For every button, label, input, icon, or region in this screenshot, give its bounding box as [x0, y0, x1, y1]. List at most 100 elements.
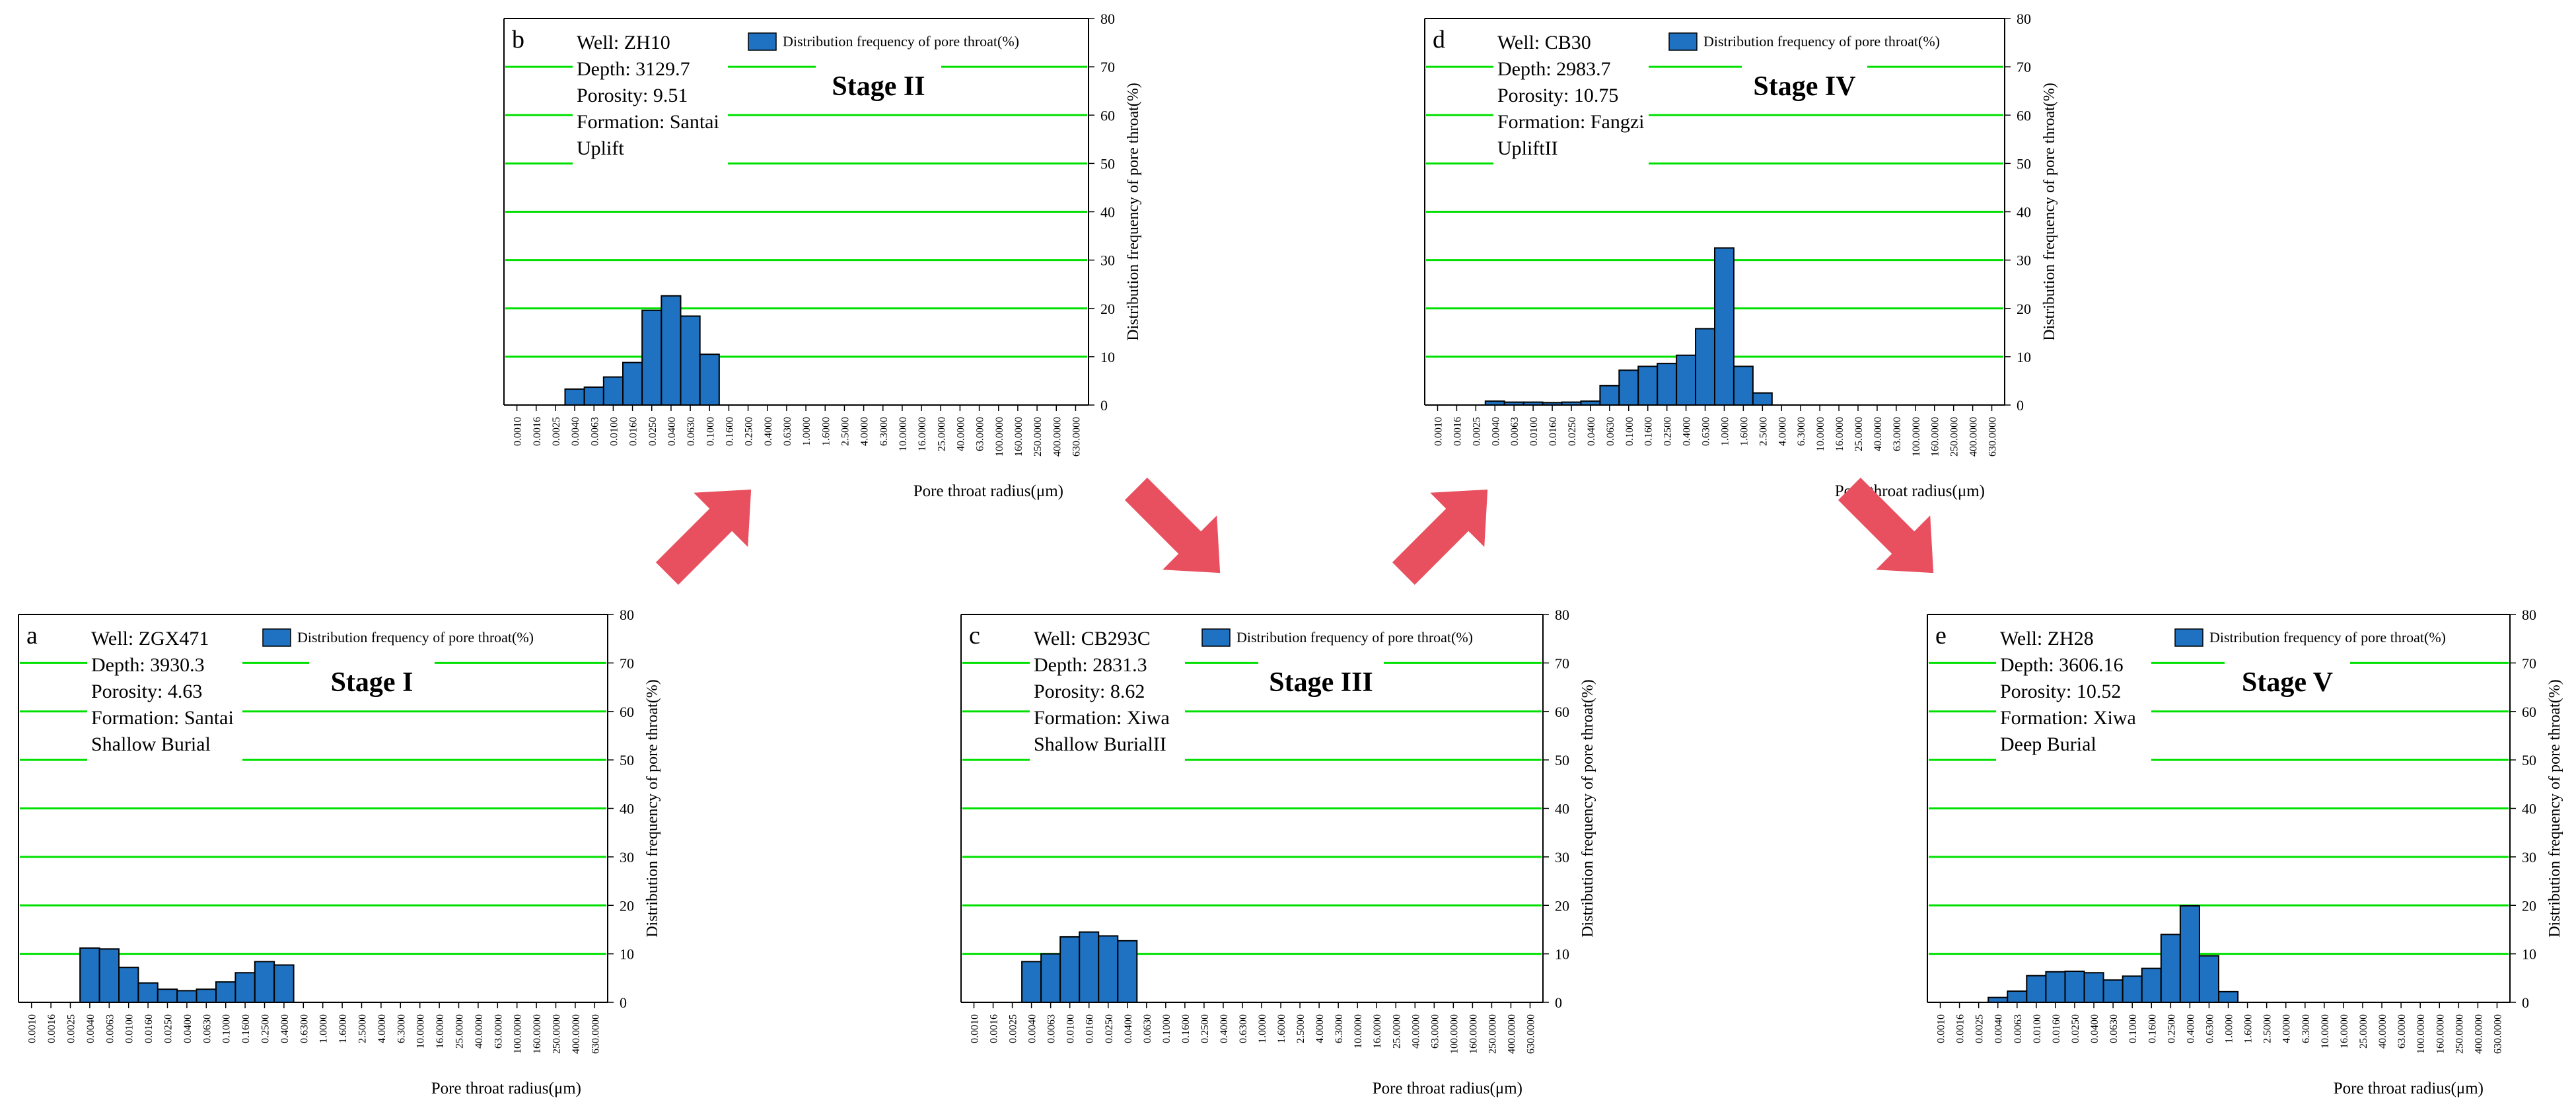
y-tick-label: 80: [1100, 11, 1115, 27]
y-tick-label: 20: [2017, 301, 2031, 317]
stage-background: [816, 65, 941, 106]
x-tick-label: 6.3000: [2301, 1014, 2312, 1043]
x-tick-label: 0.4000: [763, 417, 774, 446]
x-tick-label: 160.0000: [1468, 1014, 1479, 1054]
bar: [1561, 401, 1582, 406]
x-axis-label: Pore throat radius(μm): [1373, 1080, 1522, 1097]
x-tick-label: 0.0250: [1567, 417, 1578, 446]
bar: [137, 982, 159, 1004]
x-tick-label: 0.0010: [970, 1014, 981, 1043]
chart-e: Distribution frequency of pore throat(%)…: [1927, 607, 2563, 1097]
x-tick-label: 630.0000: [590, 1014, 601, 1054]
info-line: Depth: 3606.16: [2000, 654, 2124, 676]
legend-swatch: [748, 32, 777, 51]
stage-title: Stage III: [1269, 667, 1373, 698]
x-tick-label: 0.0063: [104, 1014, 116, 1043]
legend-swatch: [262, 628, 291, 647]
info-line: Well: ZH28: [2000, 628, 2094, 649]
x-tick-label: 0.1000: [705, 417, 716, 446]
bar: [2102, 979, 2124, 1004]
x-tick-label: 0.2500: [2166, 1014, 2177, 1043]
y-tick-label: 80: [2522, 607, 2536, 623]
y-tick-label: 40: [2522, 801, 2536, 817]
bar: [1542, 402, 1563, 406]
stage-title: Stage IV: [1753, 71, 1855, 102]
panel-letter: b: [512, 26, 524, 54]
x-tick-label: 0.4000: [1682, 417, 1693, 446]
x-tick-label: 4.0000: [2281, 1014, 2293, 1043]
x-axis-label: Pore throat radius(μm): [431, 1080, 581, 1097]
arrow-shape: [1838, 477, 1934, 574]
x-tick-label: 0.0400: [1123, 1014, 1134, 1043]
bar: [641, 309, 662, 406]
x-tick-label: 0.0063: [1509, 417, 1521, 446]
x-tick-label: 6.3000: [878, 417, 890, 446]
legend-background: [259, 624, 556, 650]
y-tick-label: 20: [620, 897, 634, 914]
x-tick-label: 10.0000: [415, 1014, 427, 1049]
chart-a: Distribution frequency of pore throat(%)…: [18, 607, 661, 1097]
x-tick-label: 400.0000: [571, 1014, 582, 1054]
bar: [2198, 955, 2220, 1004]
x-tick-label: 160.0000: [1930, 417, 1941, 457]
x-tick-label: 0.0250: [1104, 1014, 1115, 1043]
x-tick-label: 1.0000: [318, 1014, 330, 1043]
stage-background: [1742, 65, 1867, 106]
y-tick-label: 40: [620, 801, 634, 817]
x-tick-label: 0.6300: [1701, 417, 1712, 446]
x-tick-label: 0.2500: [260, 1014, 271, 1043]
x-tick-label: 100.0000: [1911, 417, 1922, 457]
info-line: Depth: 2831.3: [1034, 654, 1147, 676]
y-tick-label: 60: [1555, 704, 1569, 720]
x-tick-label: 0.0250: [163, 1014, 174, 1043]
bar: [1522, 401, 1544, 406]
y-tick-label: 10: [2522, 946, 2536, 963]
x-tick-label: 0.0016: [532, 417, 543, 446]
x-tick-label: 630.0000: [2492, 1014, 2503, 1054]
bar: [1098, 935, 1119, 1003]
x-tick-label: 250.0000: [552, 1014, 563, 1054]
x-tick-label: 0.0010: [1936, 1014, 1947, 1043]
legend-swatch: [1201, 628, 1231, 647]
x-tick-label: 10.0000: [1353, 1014, 1364, 1049]
y-tick-label: 30: [620, 849, 634, 866]
y-tick-label: 80: [1555, 607, 1569, 623]
x-tick-label: 1.0000: [2224, 1014, 2235, 1043]
arrow-down-right: [1838, 477, 1934, 574]
x-tick-label: 250.0000: [2454, 1014, 2465, 1054]
x-tick-label: 25.0000: [454, 1014, 466, 1049]
info-line: Formation: Xiwa: [2000, 707, 2136, 729]
legend-swatch: [2174, 628, 2203, 647]
info-line: Formation: Xiwa: [1034, 707, 1170, 729]
legend-background: [1198, 624, 1495, 650]
x-tick-label: 0.0630: [201, 1014, 213, 1043]
bar: [157, 988, 178, 1003]
y-tick-label: 30: [2522, 849, 2536, 866]
x-tick-label: 63.0000: [493, 1014, 504, 1049]
x-axis-label: Pore throat radius(μm): [2334, 1080, 2484, 1097]
bar: [1618, 369, 1639, 406]
y-axis-label: Distribution frequency of pore throat(%): [1579, 679, 1596, 938]
chart-b: Distribution frequency of pore throat(%)…: [503, 11, 1142, 500]
x-tick-label: 0.0630: [686, 417, 697, 446]
x-tick-label: 0.0400: [182, 1014, 194, 1043]
x-tick-label: 2.5000: [357, 1014, 369, 1043]
info-background: [87, 622, 242, 768]
stage-background: [309, 661, 435, 702]
x-tick-label: 100.0000: [1449, 1014, 1460, 1054]
arrow-up-right: [655, 489, 752, 585]
x-tick-label: 0.0160: [1548, 417, 1559, 446]
x-tick-label: 0.2500: [1199, 1014, 1211, 1043]
bar: [1117, 940, 1138, 1003]
x-tick-label: 0.0025: [551, 417, 562, 446]
x-tick-label: 160.0000: [532, 1014, 543, 1054]
bar: [1599, 385, 1620, 406]
x-tick-label: 0.0016: [1452, 417, 1463, 446]
x-tick-label: 16.0000: [435, 1014, 446, 1049]
x-tick-label: 0.0025: [1974, 1014, 1986, 1043]
y-tick-label: 30: [1555, 849, 1569, 866]
bar: [2218, 990, 2239, 1004]
x-tick-label: 4.0000: [1314, 1014, 1326, 1043]
x-tick-label: 40.0000: [1873, 417, 1884, 451]
